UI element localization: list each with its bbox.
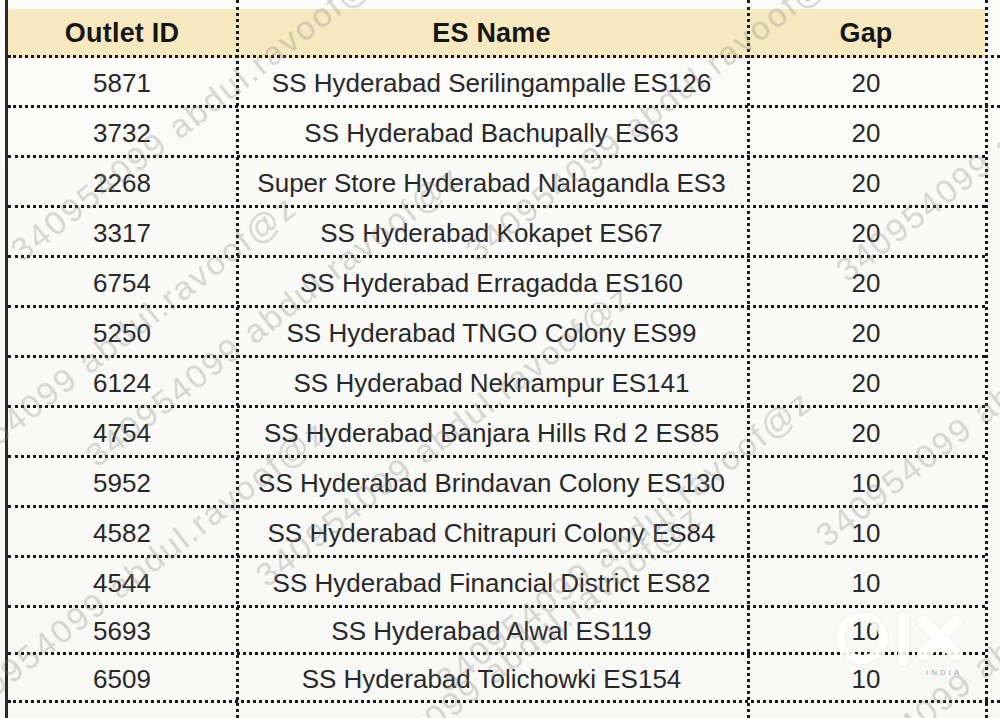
filler-cell — [985, 58, 1000, 108]
gap-cell: 20 — [747, 308, 985, 358]
es-name-cell: SS Hyderabad Serilingampalle ES126 — [236, 58, 747, 108]
table-row: 5693SS Hyderabad Alwal ES11910 — [8, 608, 1000, 655]
outlet-id-cell: 6509 — [8, 655, 236, 703]
filler-cell — [985, 308, 1000, 358]
table-row: 4754SS Hyderabad Banjara Hills Rd 2 ES85… — [8, 408, 1000, 458]
gap-cell: 10 — [747, 608, 985, 655]
column-header-gap: Gap — [747, 9, 985, 58]
table-row: 6754SS Hyderabad Erragadda ES16020 — [8, 258, 1000, 308]
es-name-cell: SS Hyderabad Erragadda ES160 — [236, 258, 747, 308]
column-header-es-name: ES Name — [236, 9, 747, 58]
gap-cell: 10 — [747, 508, 985, 558]
table-row: 6509SS Hyderabad Tolichowki ES15410 — [8, 655, 1000, 703]
filler-cell — [985, 108, 1000, 158]
table-screenshot: Outlet ID ES Name Gap 5871SS Hyderabad S… — [0, 0, 1000, 718]
outlet-id-cell: 5952 — [8, 458, 236, 508]
outlet-id-cell: 5871 — [8, 58, 236, 108]
es-name-cell: SS Hyderabad Tolichowki ES154 — [236, 655, 747, 703]
gap-cell: 10 — [747, 458, 985, 508]
outlet-id-cell: 4754 — [8, 408, 236, 458]
gap-cell: 20 — [747, 358, 985, 408]
table-header-row: Outlet ID ES Name Gap — [8, 9, 1000, 58]
gap-cell: 20 — [747, 408, 985, 458]
bottom-partial-row — [8, 703, 1000, 718]
outlet-id-cell: 2268 — [8, 158, 236, 208]
filler-cell — [985, 608, 1000, 655]
es-name-cell: SS Hyderabad Chitrapuri Colony ES84 — [236, 508, 747, 558]
gap-cell: 20 — [747, 258, 985, 308]
outlet-id-cell: 5693 — [8, 608, 236, 655]
es-name-cell: SS Hyderabad Banjara Hills Rd 2 ES85 — [236, 408, 747, 458]
table-body: 5871SS Hyderabad Serilingampalle ES12620… — [8, 58, 1000, 703]
es-name-cell: SS Hyderabad Alwal ES119 — [236, 608, 747, 655]
gap-cell: 10 — [747, 558, 985, 608]
gap-cell: 20 — [747, 158, 985, 208]
filler-cell — [985, 558, 1000, 608]
filler-cell — [985, 358, 1000, 408]
outlet-id-cell: 6754 — [8, 258, 236, 308]
es-name-cell: SS Hyderabad Financial District ES82 — [236, 558, 747, 608]
header-filler-cell — [985, 9, 1000, 58]
es-name-cell: SS Hyderabad Brindavan Colony ES130 — [236, 458, 747, 508]
filler-cell — [985, 408, 1000, 458]
filler-cell — [985, 158, 1000, 208]
filler-cell — [985, 458, 1000, 508]
outlet-id-cell: 6124 — [8, 358, 236, 408]
es-name-cell: SS Hyderabad Kokapet ES67 — [236, 208, 747, 258]
filler-cell — [985, 655, 1000, 703]
gap-cell: 20 — [747, 208, 985, 258]
table-row: 5250SS Hyderabad TNGO Colony ES9920 — [8, 308, 1000, 358]
table-row: 3317SS Hyderabad Kokapet ES6720 — [8, 208, 1000, 258]
table-row: 3732SS Hyderabad Bachupally ES6320 — [8, 108, 1000, 158]
outlet-id-cell: 3317 — [8, 208, 236, 258]
es-name-cell: SS Hyderabad Bachupally ES63 — [236, 108, 747, 158]
filler-cell — [985, 208, 1000, 258]
table-row: 4544SS Hyderabad Financial District ES82… — [8, 558, 1000, 608]
column-header-outlet-id: Outlet ID — [8, 9, 236, 58]
table-row: 2268Super Store Hyderabad Nalagandla ES3… — [8, 158, 1000, 208]
filler-cell — [985, 508, 1000, 558]
table-row: 6124SS Hyderabad Neknampur ES14120 — [8, 358, 1000, 408]
table-row: 5952SS Hyderabad Brindavan Colony ES1301… — [8, 458, 1000, 508]
top-partial-row — [8, 0, 1000, 9]
filler-cell — [985, 258, 1000, 308]
table-row: 5871SS Hyderabad Serilingampalle ES12620 — [8, 58, 1000, 108]
outlet-id-cell: 5250 — [8, 308, 236, 358]
outlet-gap-table: Outlet ID ES Name Gap 5871SS Hyderabad S… — [8, 0, 1000, 718]
outlet-id-cell: 4544 — [8, 558, 236, 608]
table-row: 4582SS Hyderabad Chitrapuri Colony ES841… — [8, 508, 1000, 558]
gap-cell: 10 — [747, 655, 985, 703]
outlet-id-cell: 3732 — [8, 108, 236, 158]
outlet-id-cell: 4582 — [8, 508, 236, 558]
gap-cell: 20 — [747, 58, 985, 108]
gap-cell: 20 — [747, 108, 985, 158]
es-name-cell: Super Store Hyderabad Nalagandla ES3 — [236, 158, 747, 208]
es-name-cell: SS Hyderabad Neknampur ES141 — [236, 358, 747, 408]
es-name-cell: SS Hyderabad TNGO Colony ES99 — [236, 308, 747, 358]
